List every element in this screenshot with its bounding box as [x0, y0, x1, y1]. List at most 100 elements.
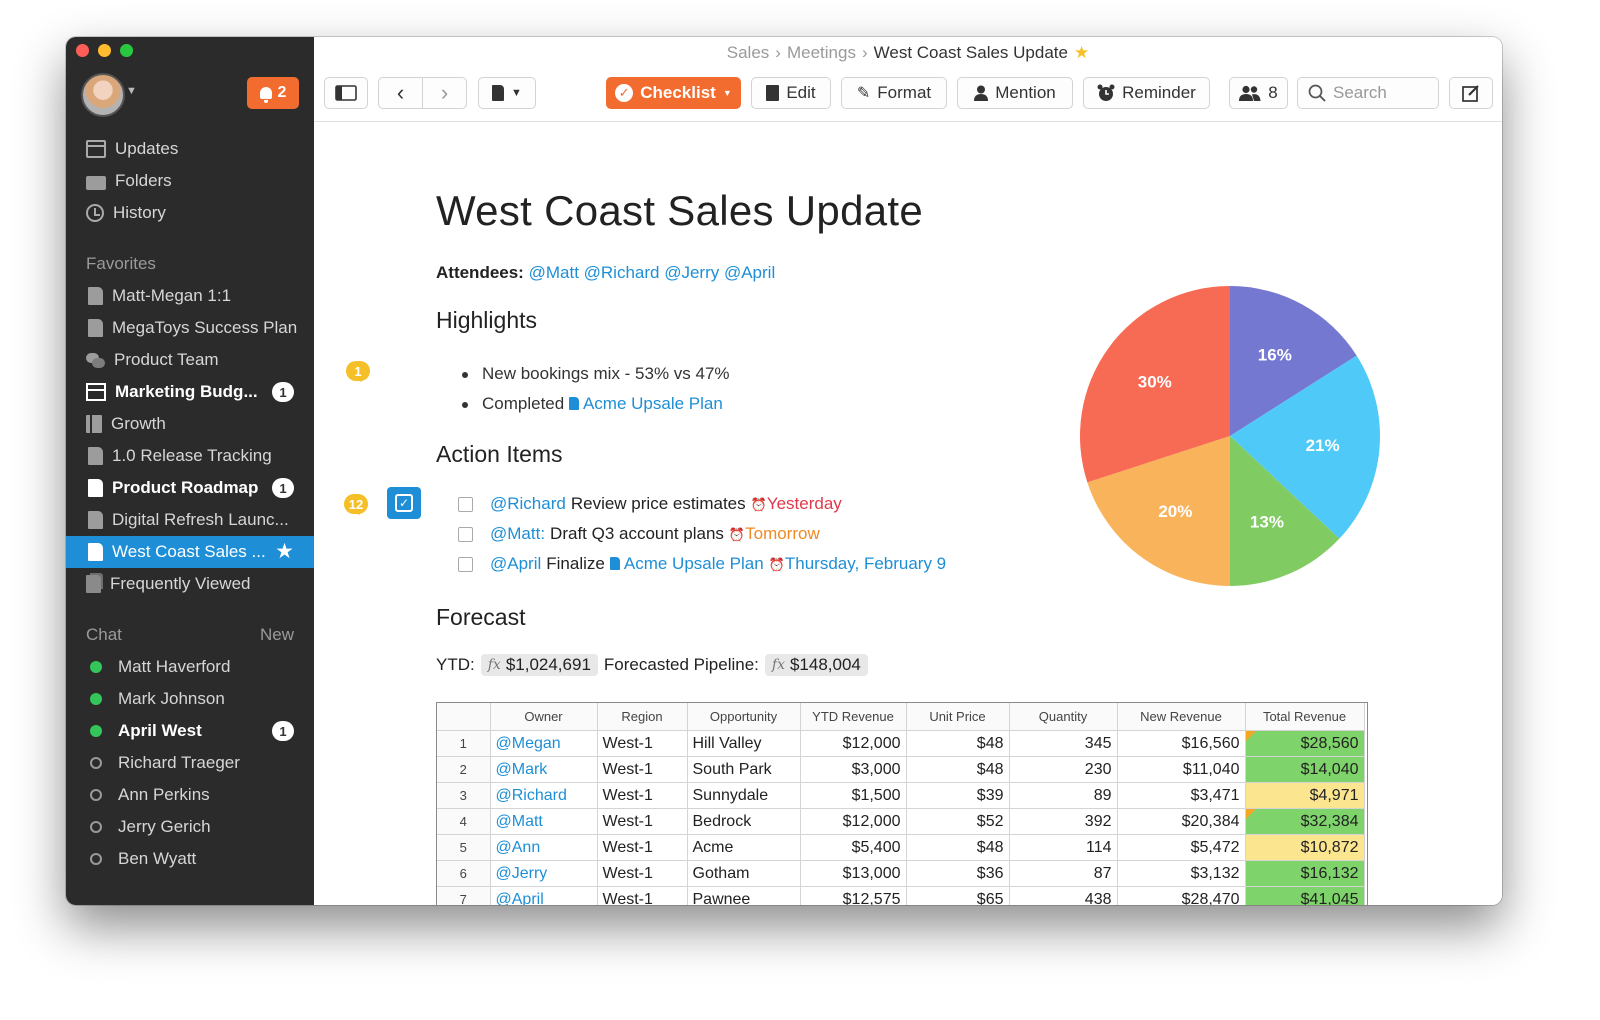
- table-cell[interactable]: Acme: [687, 834, 801, 861]
- reminder-button[interactable]: Reminder: [1083, 77, 1210, 109]
- table-cell[interactable]: 438: [1009, 886, 1118, 905]
- table-cell[interactable]: South Park: [687, 756, 801, 783]
- column-header[interactable]: Total Revenue: [1245, 703, 1365, 731]
- table-cell[interactable]: $12,000: [800, 808, 907, 835]
- table-cell[interactable]: $16,560: [1117, 730, 1246, 757]
- row-number[interactable]: 2: [437, 756, 491, 783]
- table-cell[interactable]: $11,040: [1117, 756, 1246, 783]
- chat-item-ben-wyatt[interactable]: Ben Wyatt: [66, 843, 314, 875]
- table-cell[interactable]: @Megan: [490, 730, 598, 757]
- star-icon[interactable]: ★: [1073, 43, 1090, 62]
- row-number[interactable]: 4: [437, 808, 491, 835]
- table-cell[interactable]: @Jerry: [490, 860, 598, 887]
- table-cell[interactable]: $10,872: [1245, 834, 1365, 861]
- table-cell[interactable]: West-1: [597, 886, 688, 905]
- row-number[interactable]: 6: [437, 860, 491, 887]
- chat-item-richard-traeger[interactable]: Richard Traeger: [66, 747, 314, 779]
- assignee-mention[interactable]: @Richard: [490, 494, 566, 513]
- close-window-button[interactable]: [76, 44, 89, 57]
- table-cell[interactable]: Gotham: [687, 860, 801, 887]
- table-cell[interactable]: West-1: [597, 730, 688, 757]
- action-checkbox[interactable]: [458, 496, 473, 512]
- table-cell[interactable]: 89: [1009, 782, 1118, 809]
- table-cell[interactable]: $20,384: [1117, 808, 1246, 835]
- column-header[interactable]: Region: [597, 703, 688, 731]
- sidebar-item-folders[interactable]: Folders: [66, 165, 314, 197]
- column-header[interactable]: Unit Price: [906, 703, 1010, 731]
- chat-item-mark-johnson[interactable]: Mark Johnson: [66, 683, 314, 715]
- table-cell[interactable]: $3,132: [1117, 860, 1246, 887]
- table-cell[interactable]: $28,560: [1245, 730, 1365, 757]
- table-cell[interactable]: Pawnee: [687, 886, 801, 905]
- table-cell[interactable]: $28,470: [1117, 886, 1246, 905]
- column-header[interactable]: YTD Revenue: [800, 703, 907, 731]
- table-cell[interactable]: $65: [906, 886, 1010, 905]
- assignee-mention[interactable]: @Matt:: [490, 524, 546, 543]
- zoom-window-button[interactable]: [120, 44, 133, 57]
- chat-item-april-west[interactable]: April West 1: [66, 715, 314, 747]
- ytd-formula[interactable]: fx $1,024,691: [480, 654, 598, 676]
- forward-icon[interactable]: ›: [440, 80, 449, 105]
- chevron-down-icon[interactable]: ▼: [126, 85, 137, 97]
- table-cell[interactable]: $4,971: [1245, 782, 1365, 809]
- comment-count-badge[interactable]: 12: [344, 494, 368, 515]
- sidebar-item-marketing-budget[interactable]: Marketing Budg... 1: [66, 376, 314, 408]
- document-menu-button[interactable]: ▼: [478, 77, 536, 109]
- column-header[interactable]: New Revenue: [1117, 703, 1246, 731]
- breadcrumb-meetings[interactable]: Meetings: [786, 43, 856, 62]
- action-checkbox[interactable]: [458, 526, 473, 542]
- table-cell[interactable]: West-1: [597, 834, 688, 861]
- assignee-mention[interactable]: @April: [490, 554, 542, 573]
- due-date[interactable]: ⏰Yesterday: [751, 494, 842, 514]
- back-icon[interactable]: ‹: [396, 80, 405, 105]
- table-cell[interactable]: @Matt: [490, 808, 598, 835]
- star-icon[interactable]: ★: [275, 540, 294, 563]
- acme-upsale-plan-link[interactable]: Acme Upsale Plan: [609, 554, 764, 574]
- table-cell[interactable]: $13,000: [800, 860, 907, 887]
- table-cell[interactable]: $48: [906, 834, 1010, 861]
- table-cell[interactable]: West-1: [597, 782, 688, 809]
- attendees-mentions[interactable]: @Matt @Richard @Jerry @April: [528, 263, 776, 282]
- table-cell[interactable]: West-1: [597, 756, 688, 783]
- row-number[interactable]: 5: [437, 834, 491, 861]
- table-cell[interactable]: $39: [906, 782, 1010, 809]
- table-cell[interactable]: $12,000: [800, 730, 907, 757]
- table-cell[interactable]: @Mark: [490, 756, 598, 783]
- row-number[interactable]: 7: [437, 886, 491, 905]
- sidebar-item-product-roadmap[interactable]: Product Roadmap 1: [66, 472, 314, 504]
- table-cell[interactable]: $48: [906, 730, 1010, 757]
- table-cell[interactable]: $3,000: [800, 756, 907, 783]
- mention-button[interactable]: Mention: [957, 77, 1073, 109]
- sidebar-item-history[interactable]: History: [66, 197, 314, 229]
- row-number[interactable]: 1: [437, 730, 491, 757]
- pipeline-formula[interactable]: fx $148,004: [764, 654, 868, 676]
- column-header[interactable]: [437, 703, 491, 731]
- checklist-toggle[interactable]: ✓: [387, 487, 421, 519]
- table-cell[interactable]: @April: [490, 886, 598, 905]
- table-cell[interactable]: Bedrock: [687, 808, 801, 835]
- comment-count-badge[interactable]: 1: [346, 361, 370, 382]
- chat-item-ann-perkins[interactable]: Ann Perkins: [66, 779, 314, 811]
- row-number[interactable]: 3: [437, 782, 491, 809]
- table-cell[interactable]: @Richard: [490, 782, 598, 809]
- breadcrumb-sales[interactable]: Sales: [726, 43, 770, 62]
- table-cell[interactable]: $12,575: [800, 886, 907, 905]
- sidebar-item-matt-megan[interactable]: Matt-Megan 1:1: [66, 280, 314, 312]
- column-header[interactable]: Owner: [490, 703, 598, 731]
- edit-button[interactable]: Edit: [751, 77, 831, 109]
- sidebar-item-digital-refresh[interactable]: Digital Refresh Launc...: [66, 504, 314, 536]
- table-cell[interactable]: $32,384: [1245, 808, 1365, 835]
- format-button[interactable]: ✎ Format: [841, 77, 947, 109]
- minimize-window-button[interactable]: [98, 44, 111, 57]
- members-button[interactable]: 8: [1229, 77, 1288, 109]
- chat-item-jerry-gerich[interactable]: Jerry Gerich: [66, 811, 314, 843]
- sidebar-item-megatoys[interactable]: MegaToys Success Plan: [66, 312, 314, 344]
- sidebar-item-product-team[interactable]: Product Team: [66, 344, 314, 376]
- table-cell[interactable]: 87: [1009, 860, 1118, 887]
- table-cell[interactable]: $5,472: [1117, 834, 1246, 861]
- table-cell[interactable]: West-1: [597, 860, 688, 887]
- table-cell[interactable]: $16,132: [1245, 860, 1365, 887]
- table-cell[interactable]: $48: [906, 756, 1010, 783]
- sidebar-item-growth[interactable]: Growth: [66, 408, 314, 440]
- action-checkbox[interactable]: [458, 556, 473, 572]
